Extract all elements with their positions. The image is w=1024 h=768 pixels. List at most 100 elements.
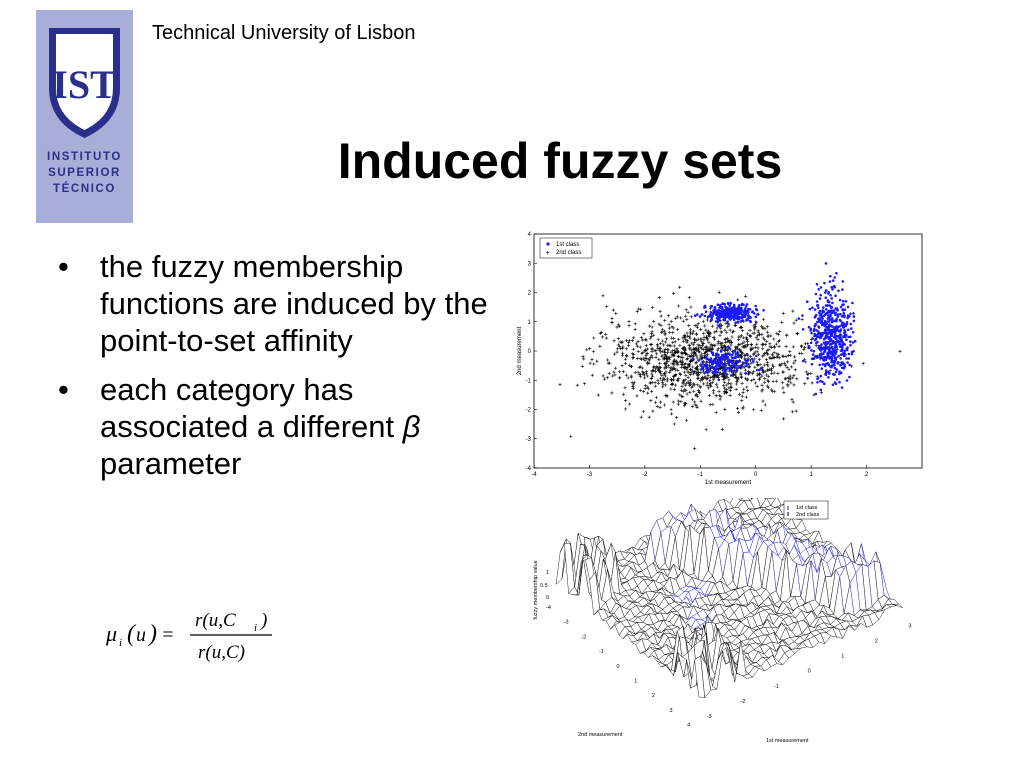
legend-marker-class2: +: [546, 250, 550, 257]
scatter-point-class1: [848, 363, 851, 367]
scatter-point-class1: [730, 310, 734, 314]
scatter-point-class2: [663, 353, 667, 357]
scatter-point-class2: [803, 346, 807, 350]
scatter-point-class2: [704, 427, 708, 432]
scatter-point-class1: [818, 309, 822, 313]
scatter-point-class1: [814, 322, 817, 326]
scatter-point-class2: [705, 381, 709, 385]
scatter-point-class2: [693, 403, 697, 407]
scatter-point-class2: [631, 386, 635, 390]
scatter-point-class2: [669, 344, 673, 348]
scatter-yticks: -4 -3 -2 -1 0 1 2 3 4: [526, 232, 537, 472]
formula-mu-sub: i: [119, 637, 122, 649]
scatter-point-class2: [663, 333, 667, 337]
scatter-point-class2: [683, 383, 687, 387]
scatter-point-class1: [851, 341, 855, 344]
scatter-point-class2: [673, 373, 677, 377]
scatter-point-class2: [638, 388, 643, 392]
scatter-point-class1: [723, 302, 726, 306]
scatter-point-class2: [558, 382, 562, 386]
scatter-point-class2: [674, 373, 678, 377]
scatter-point-class2: [648, 336, 652, 340]
scatter-point-class2: [712, 388, 716, 392]
scatter-point-class2: [705, 336, 709, 340]
scatter-point-class2: [800, 317, 804, 321]
scatter-point-class2: [650, 305, 655, 309]
scatter-point-class2: [687, 335, 691, 339]
scatter-point-class2: [569, 434, 573, 439]
scatter-point-class2: [649, 342, 653, 346]
scatter-point-class1: [698, 315, 702, 318]
scatter-point-class2: [647, 324, 651, 328]
scatter-point-class1: [725, 357, 728, 360]
scatter-point-class2: [688, 390, 692, 394]
scatter-point-class1: [832, 354, 836, 358]
scatter-point-class2: [631, 347, 635, 351]
scatter-point-class2: [696, 376, 700, 380]
scatter-point-class2: [741, 365, 745, 369]
scatter-point-class1: [823, 355, 826, 359]
scatter-point-class2: [766, 378, 770, 382]
scatter-point-class2: [738, 343, 742, 347]
scatter-point-class2: [650, 369, 654, 374]
scatter-point-class2: [691, 384, 695, 388]
scatter-point-class1: [849, 312, 852, 316]
scatter-point-class2: [725, 330, 729, 335]
scatter-point-class2: [787, 367, 791, 372]
scatter-point-class2: [763, 377, 767, 381]
scatter-point-class1: [848, 375, 851, 379]
scatter-point-class1: [808, 307, 812, 311]
scatter-point-class2: [760, 389, 764, 393]
scatter-point-class1: [814, 313, 818, 317]
scatter-point-class2: [763, 403, 767, 407]
surface-legend-class1: 1st class: [796, 505, 818, 511]
scatter-point-class1: [746, 314, 750, 317]
scatter-point-class2: [675, 416, 679, 420]
scatter-point-class2: [696, 322, 700, 326]
scatter-point-class2: [687, 324, 691, 328]
scatter-point-class2: [662, 349, 666, 353]
scatter-point-class1: [814, 292, 818, 296]
scatter-point-class1: [824, 289, 828, 292]
scatter-point-class1: [820, 356, 823, 359]
scatter-point-class2: [745, 337, 749, 341]
scatter-point-class1: [820, 319, 824, 322]
scatter-point-class2: [675, 315, 679, 319]
scatter-point-class2: [741, 406, 745, 411]
scatter-point-class2: [704, 328, 708, 332]
scatter-point-class2: [791, 309, 795, 313]
surface-tick-label: 4: [687, 723, 690, 729]
scatter-point-class2: [703, 375, 708, 379]
scatter-point-class2: [653, 400, 658, 405]
scatter-point-class2: [660, 354, 664, 358]
scatter-point-class1: [818, 363, 821, 367]
scatter-point-class1: [758, 368, 761, 372]
scatter-point-class2: [777, 352, 781, 356]
scatter-point-class2: [657, 368, 661, 372]
scatter-point-class2: [770, 357, 774, 361]
scatter-point-class2: [680, 351, 684, 355]
scatter-point-class1: [838, 298, 842, 302]
scatter-point-class1: [716, 320, 719, 324]
scatter-point-class1: [838, 370, 841, 373]
scatter-point-class1: [815, 356, 819, 359]
scatter-point-class2: [680, 360, 684, 365]
scatter-point-class2: [790, 365, 794, 369]
scatter-point-class2: [747, 364, 751, 368]
scatter-point-class1: [730, 360, 734, 364]
scatter-point-class1: [739, 320, 743, 323]
scatter-point-class2: [770, 363, 774, 367]
scatter-point-class1: [731, 370, 735, 374]
scatter-point-class2: [782, 354, 786, 358]
scatter-point-class1: [827, 320, 830, 323]
scatter-point-class2: [748, 335, 753, 339]
scatter-point-class2: [727, 386, 731, 390]
scatter-point-class1: [831, 383, 835, 387]
scatter-point-class2: [769, 334, 773, 338]
scatter-point-class2: [769, 371, 774, 375]
scatter-point-class1: [823, 281, 826, 285]
scatter-point-class2: [652, 368, 656, 372]
scatter-point-class2: [786, 384, 790, 388]
scatter-point-class2: [694, 361, 698, 365]
scatter-point-class2: [695, 347, 699, 351]
